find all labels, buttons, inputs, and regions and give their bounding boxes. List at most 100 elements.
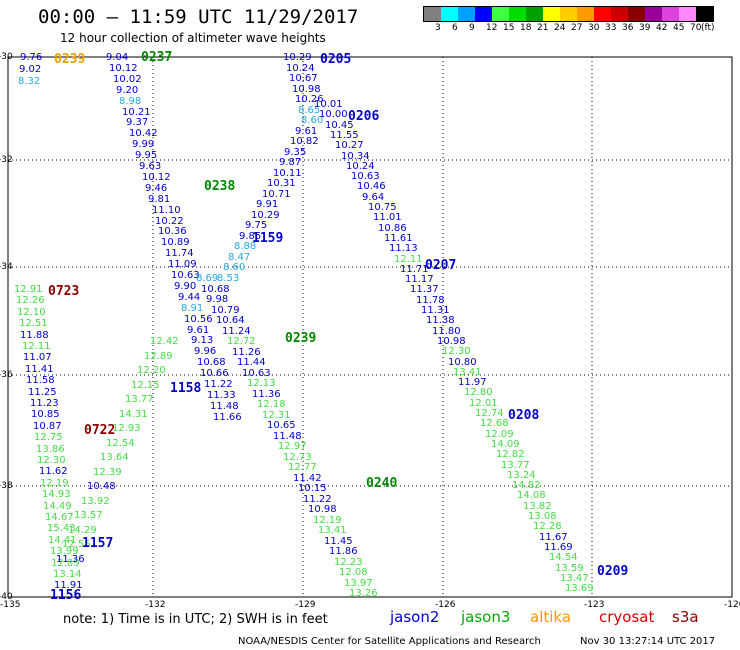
swh-value: 12.91 <box>14 284 43 295</box>
swh-value: 11.71 <box>400 264 429 275</box>
swh-value: 11.88 <box>20 330 49 341</box>
swh-value: 11.74 <box>165 248 194 259</box>
swh-value: 11.07 <box>23 352 52 363</box>
swh-value: 11.42 <box>293 473 322 484</box>
swh-value: 10.26 <box>295 94 324 105</box>
scale-label: 27 <box>571 23 583 33</box>
swh-value: 12.97 <box>278 441 307 452</box>
swh-value: 10.67 <box>289 73 318 84</box>
swh-value: 8.53 <box>217 273 240 284</box>
swh-value: 10.86 <box>378 223 407 234</box>
swh-value: 12.01 <box>469 398 498 409</box>
scale-swatch <box>560 7 577 21</box>
swh-value: 12.28 <box>533 521 562 532</box>
swh-value: 11.17 <box>405 274 434 285</box>
swh-value: 13.86 <box>36 444 65 455</box>
swh-value: 10.22 <box>155 216 184 227</box>
scale-label: 30 <box>588 23 600 33</box>
swh-value: 14.54 <box>549 552 578 563</box>
swh-value: 11.22 <box>303 494 332 505</box>
swh-value: 9.61 <box>295 126 318 137</box>
swh-value: 8.88 <box>234 241 257 252</box>
pass-time-label: 0239 <box>54 52 86 67</box>
swh-value: 14.67 <box>45 512 74 523</box>
swh-value: 10.82 <box>290 136 319 147</box>
scale-label: 12 <box>486 23 498 33</box>
swh-value: 9.37 <box>126 117 149 128</box>
swh-value: 9.35 <box>284 147 307 158</box>
pass-time-label: 0209 <box>597 564 629 579</box>
swh-value: 9.20 <box>116 85 139 96</box>
swh-value: 10.29 <box>283 52 312 63</box>
swh-value: 12.20 <box>137 365 166 376</box>
wave-height-color-scale <box>423 6 714 22</box>
swh-value: 13.82 <box>523 501 552 512</box>
swh-value: 9.13 <box>191 335 214 346</box>
swh-value: 14.41 <box>48 535 77 546</box>
swh-value: 11.58 <box>26 375 55 386</box>
swh-value: 13.69 <box>565 583 594 594</box>
map-frame <box>7 56 733 598</box>
swh-value: 10.98 <box>308 504 337 515</box>
scale-swatch <box>526 7 543 21</box>
scale-swatch <box>492 7 509 21</box>
swh-value: 10.56 <box>184 314 213 325</box>
swh-value: 10.15 <box>298 483 327 494</box>
swh-value: 13.92 <box>81 496 110 507</box>
swh-value: 8.60 <box>223 262 246 273</box>
swh-value: 12.93 <box>112 423 141 434</box>
swh-value: 11.62 <box>39 466 68 477</box>
swh-value: 10.87 <box>33 421 62 432</box>
swh-value: 10.65 <box>267 420 296 431</box>
pass-time-label: 0207 <box>425 258 457 273</box>
swh-value: 11.69 <box>544 542 573 553</box>
swh-value: 9.04 <box>106 52 129 63</box>
swh-value: 12.08 <box>339 567 368 578</box>
swh-value: 9.91 <box>256 199 279 210</box>
swh-value: 10.29 <box>251 210 280 221</box>
scale-swatch <box>509 7 526 21</box>
swh-value: 10.98 <box>437 336 466 347</box>
swh-value: 10.12 <box>109 63 138 74</box>
swh-value: 9.87 <box>279 157 302 168</box>
swh-value: 12.72 <box>227 336 256 347</box>
swh-value: 12.39 <box>93 467 122 478</box>
swh-value: 13.97 <box>344 578 373 589</box>
map-title: 00:00 – 11:59 UTC 11/29/2017 <box>38 6 359 28</box>
swh-value: 9.64 <box>362 192 385 203</box>
legend-jason2: jason2 <box>390 608 440 626</box>
swh-value: 11.48 <box>273 431 302 442</box>
legend-jason3: jason3 <box>461 608 511 626</box>
swh-value: 11.55 <box>330 130 359 141</box>
swh-value: 10.24 <box>286 63 315 74</box>
lon-tick-label: -123 <box>584 600 605 610</box>
swh-value: 8.91 <box>181 303 204 314</box>
swh-value: 9.63 <box>139 161 162 172</box>
lon-tick-label: -126 <box>435 600 456 610</box>
scale-swatch <box>662 7 679 21</box>
swh-value: 11.61 <box>384 233 413 244</box>
swh-value: 9.46 <box>145 183 168 194</box>
swh-value: 10.42 <box>129 128 158 139</box>
pass-time-label: 1156 <box>50 588 82 603</box>
swh-value: 11.66 <box>213 412 242 423</box>
swh-value: 12.19 <box>40 478 69 489</box>
swh-value: 13.59 <box>555 563 584 574</box>
swh-value: 12.11 <box>394 254 423 265</box>
scale-label: 42 <box>656 23 668 33</box>
swh-value: 13.77 <box>501 460 530 471</box>
scale-swatch <box>628 7 645 21</box>
swh-value: 11.09 <box>168 259 197 270</box>
scale-label: 45 <box>673 23 685 33</box>
swh-value: 12.09 <box>485 429 514 440</box>
scale-label: 3 <box>435 23 441 33</box>
pass-time-label: 0237 <box>141 50 173 65</box>
swh-value: 11.33 <box>207 390 236 401</box>
swh-value: 13.14 <box>53 569 82 580</box>
swh-value: 8.47 <box>228 252 251 263</box>
swh-value: 9.96 <box>194 346 217 357</box>
swh-value: 8.60 <box>301 115 324 126</box>
swh-value: 14.31 <box>119 409 148 420</box>
swh-value: 11.24 <box>222 326 251 337</box>
swh-value: 10.12 <box>142 172 171 183</box>
